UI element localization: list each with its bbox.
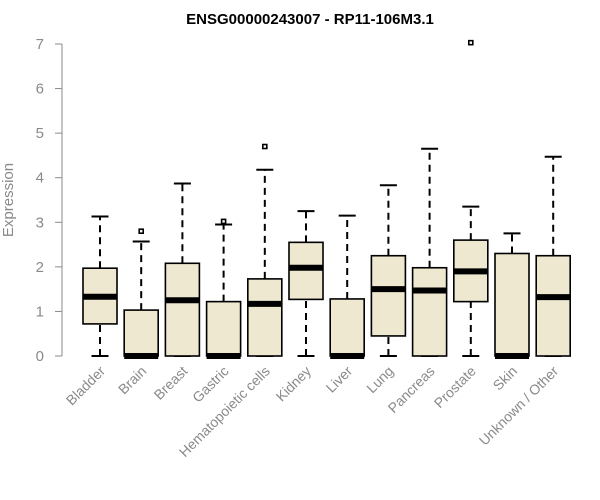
- y-tick-label: 0: [36, 348, 44, 365]
- y-tick-label: 3: [36, 214, 44, 231]
- outlier-point: [220, 218, 227, 225]
- outlier-point: [261, 143, 268, 150]
- iqr-box: [370, 254, 407, 337]
- boxes-group: [82, 39, 572, 359]
- y-tick-label: 4: [36, 170, 44, 187]
- box-lung: [370, 184, 407, 357]
- chart-title: ENSG00000243007 - RP11-106M3.1: [186, 11, 434, 28]
- x-tick-label: Liver: [323, 363, 356, 396]
- box-pancreas: [411, 147, 448, 357]
- box-liver: [329, 214, 366, 359]
- x-tick-label: Bladder: [63, 363, 109, 409]
- iqr-box: [494, 252, 530, 357]
- box-kidney: [288, 210, 324, 357]
- box-brain: [123, 228, 159, 359]
- y-tick-label: 7: [36, 36, 44, 53]
- y-axis-ticks: 0 1 2 3 4 5 6 7: [36, 36, 62, 365]
- box-bladder: [82, 215, 118, 357]
- y-axis-label: Expression: [0, 163, 17, 237]
- outlier-point: [138, 228, 144, 234]
- iqr-box: [535, 254, 572, 357]
- iqr-box: [247, 278, 283, 357]
- iqr-box: [164, 262, 201, 357]
- box-prostate: [452, 39, 489, 357]
- y-tick-label: 5: [36, 125, 44, 142]
- x-tick-label: Prostate: [431, 363, 479, 411]
- y-tick-label: 6: [36, 81, 44, 98]
- box-gastric: [205, 218, 242, 359]
- x-tick-label: Breast: [151, 363, 191, 403]
- iqr-box: [205, 300, 242, 357]
- x-tick-label: Skin: [490, 363, 521, 394]
- outlier-point: [467, 39, 474, 46]
- box-unknown-other: [535, 155, 572, 357]
- y-tick-label: 1: [36, 303, 44, 320]
- x-tick-label: Lung: [363, 363, 396, 396]
- box-skin: [494, 232, 530, 359]
- box-hematopoietic-cells: [247, 143, 283, 357]
- box-breast: [164, 182, 201, 357]
- x-tick-label: Kidney: [273, 363, 315, 405]
- iqr-box: [329, 298, 366, 357]
- iqr-box: [411, 266, 448, 357]
- iqr-box: [288, 241, 324, 301]
- iqr-box: [123, 309, 159, 357]
- y-tick-label: 2: [36, 259, 44, 276]
- x-tick-label: Brain: [115, 363, 149, 397]
